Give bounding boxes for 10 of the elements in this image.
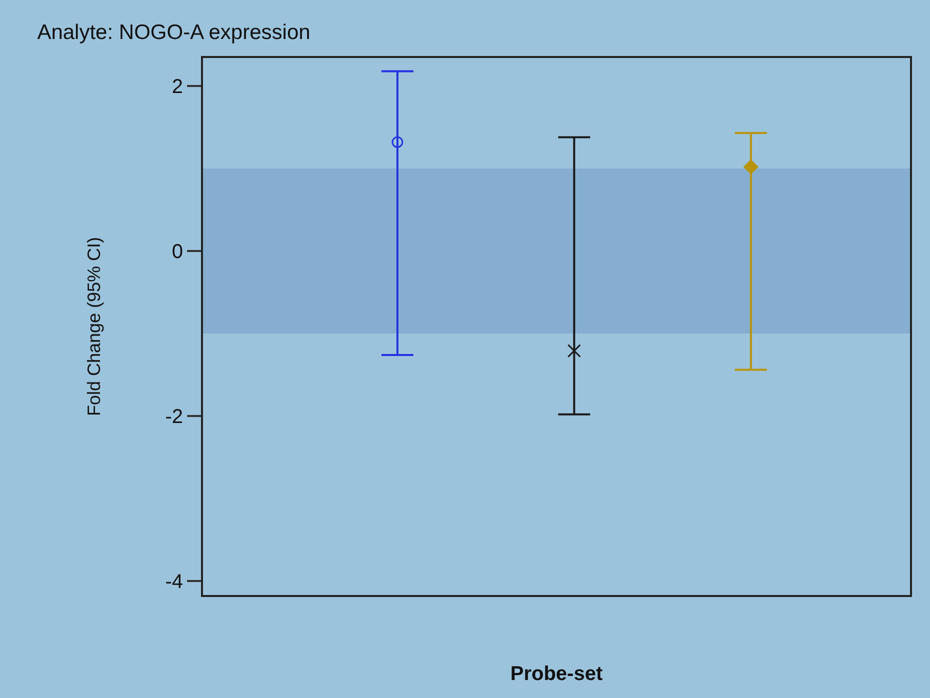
- point: [392, 136, 404, 148]
- y-axis-title: Fold Change (95% CI): [84, 236, 104, 416]
- point: [567, 344, 581, 358]
- y-tick-label: 2: [172, 76, 183, 98]
- chart-title: Analyte: NOGO-A expression: [37, 21, 310, 44]
- y-tick-label: -4: [165, 570, 183, 593]
- x-axis-title: Probe-set: [510, 663, 603, 685]
- y-tick-label: 0: [172, 241, 183, 264]
- point: [744, 160, 758, 174]
- y-tick-label: -2: [165, 406, 183, 428]
